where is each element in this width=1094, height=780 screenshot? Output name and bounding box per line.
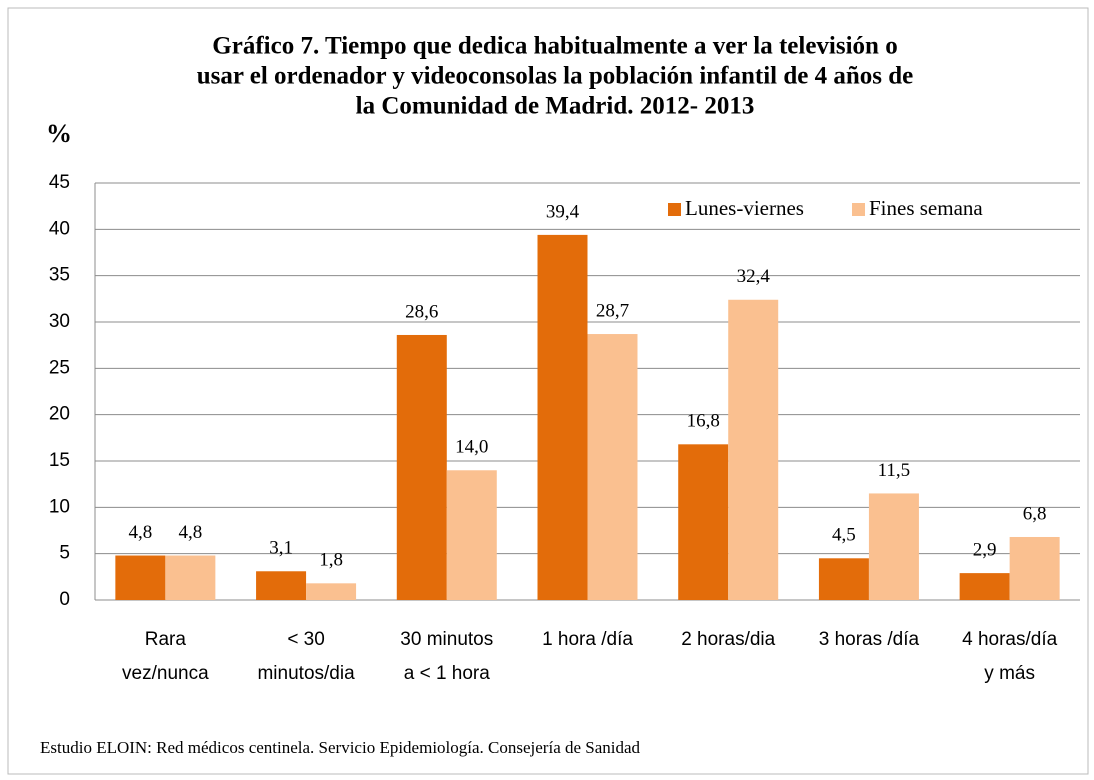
bar — [959, 573, 1010, 600]
value-label: 2,9 — [973, 539, 997, 560]
y-tick-label: 30 — [49, 311, 70, 332]
x-tick-label: < 30 — [287, 629, 325, 650]
value-label: 28,7 — [596, 300, 629, 321]
y-axis-label: % — [46, 119, 72, 148]
x-tick-label: Rara — [145, 629, 187, 650]
value-label: 16,8 — [687, 411, 720, 432]
bar — [868, 493, 919, 600]
x-tick-label: 3 horas /día — [819, 629, 920, 650]
x-tick-label: 2 horas/dia — [681, 629, 775, 650]
bar — [165, 555, 216, 600]
bar — [396, 334, 447, 600]
bar — [446, 470, 497, 600]
bar — [256, 571, 307, 600]
legend-label: Lunes-viernes — [685, 196, 804, 220]
bar — [818, 558, 869, 600]
chart-title: Gráfico 7. Tiempo que dedica habitualmen… — [212, 33, 897, 60]
y-tick-label: 10 — [49, 496, 70, 517]
source-note: Estudio ELOIN: Red médicos centinela. Se… — [40, 738, 641, 757]
y-tick-label: 25 — [49, 357, 70, 378]
x-tick-label: 1 hora /día — [542, 629, 633, 650]
y-tick-label: 40 — [49, 218, 70, 239]
x-tick-label: a < 1 hora — [404, 663, 491, 684]
bar — [678, 444, 729, 600]
value-label: 4,8 — [128, 522, 152, 543]
bar — [1009, 536, 1060, 600]
x-tick-label: minutos/dia — [257, 663, 355, 684]
bar — [728, 299, 779, 600]
y-tick-label: 0 — [59, 589, 70, 610]
y-tick-label: 35 — [49, 265, 70, 286]
y-tick-label: 5 — [59, 543, 70, 564]
bar — [537, 234, 588, 601]
value-label: 1,8 — [319, 550, 343, 571]
x-tick-label: 4 horas/día — [962, 629, 1057, 650]
value-label: 3,1 — [269, 538, 293, 559]
value-label: 39,4 — [546, 201, 580, 222]
legend-label: Fines semana — [869, 196, 983, 220]
value-label: 14,0 — [455, 437, 488, 458]
value-label: 4,5 — [832, 525, 856, 546]
legend-swatch — [852, 203, 865, 216]
bar — [115, 555, 166, 600]
y-tick-label: 15 — [49, 450, 70, 471]
value-label: 28,6 — [405, 301, 438, 322]
bar — [306, 583, 357, 600]
x-tick-label: y más — [984, 663, 1035, 684]
y-tick-label: 45 — [49, 172, 70, 193]
chart-title: la Comunidad de Madrid. 2012- 2013 — [356, 93, 755, 120]
x-tick-label: 30 minutos — [400, 629, 493, 650]
legend-swatch — [668, 203, 681, 216]
y-tick-label: 20 — [49, 404, 70, 425]
value-label: 32,4 — [737, 266, 771, 287]
value-label: 11,5 — [878, 460, 911, 481]
chart-title: usar el ordenador y videoconsolas la pob… — [197, 63, 914, 90]
bar — [587, 334, 638, 600]
value-label: 6,8 — [1023, 503, 1047, 524]
value-label: 4,8 — [178, 522, 202, 543]
x-tick-label: vez/nunca — [122, 663, 209, 684]
